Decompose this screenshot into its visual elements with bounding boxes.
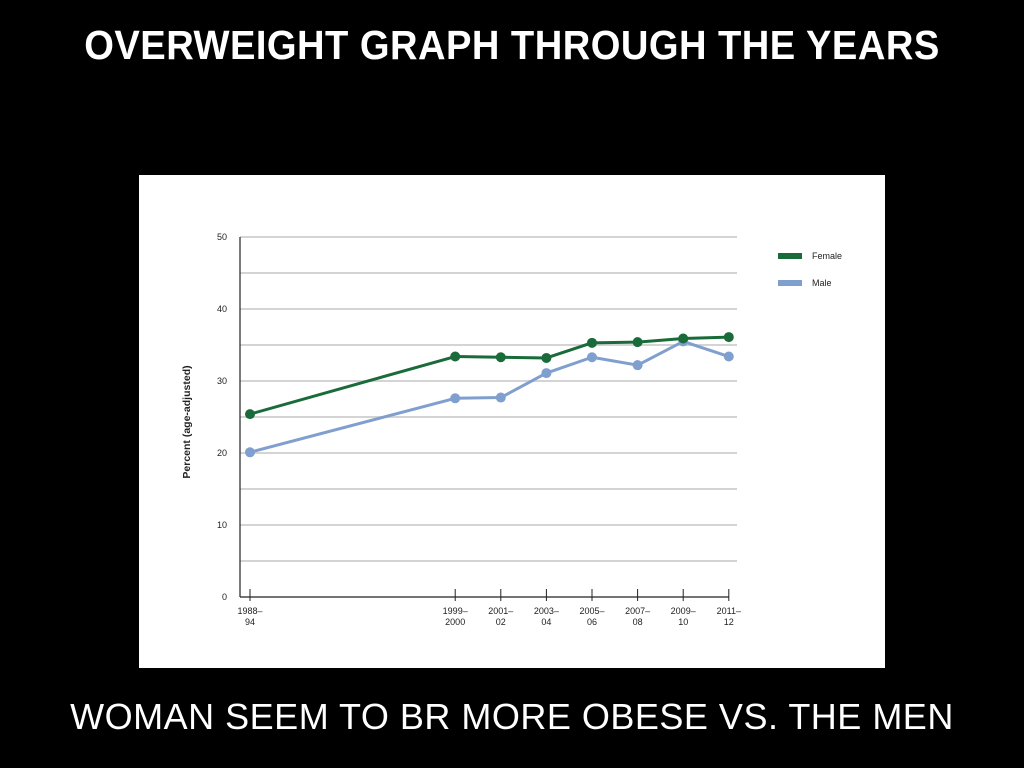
data-point-female — [723, 332, 734, 343]
data-point-female — [632, 337, 643, 348]
x-tick-label: 94 — [245, 617, 255, 627]
x-tick-label: 2005– — [579, 606, 604, 616]
y-tick-label: 0 — [222, 592, 227, 602]
legend-label-female: Female — [812, 251, 842, 261]
data-point-female — [450, 351, 461, 362]
x-tick-label: 2000 — [445, 617, 465, 627]
y-tick-label: 50 — [217, 232, 227, 242]
chart-panel: 0 10 20 30 40 50 1988– 94 1999– 2000 2001– 02 2003– 0… — [139, 175, 885, 668]
legend-label-male: Male — [812, 278, 832, 288]
y-tick-label: 40 — [217, 304, 227, 314]
data-point-female — [541, 352, 552, 363]
data-point-male — [723, 351, 734, 362]
data-point-male — [632, 360, 643, 371]
data-point-male — [495, 392, 506, 403]
data-point-female — [587, 337, 597, 348]
data-point-male — [450, 393, 461, 404]
x-tick-label: 2003– — [534, 606, 559, 616]
x-tick-label: 02 — [496, 617, 506, 627]
data-point-female — [495, 352, 506, 363]
y-tick-label: 20 — [217, 448, 227, 458]
data-point-male — [587, 352, 597, 363]
x-tick-label: 04 — [541, 617, 551, 627]
x-tick-label: 1988– — [237, 606, 262, 616]
y-tick-label: 10 — [217, 520, 227, 530]
x-tick-label: 10 — [678, 617, 688, 627]
x-tick-label: 2009– — [671, 606, 696, 616]
x-tick-label: 12 — [724, 617, 734, 627]
series-line-male — [249, 339, 730, 454]
x-tick-label: 2011– — [717, 606, 741, 616]
y-axis-label: Percent (age-adjusted) — [181, 365, 193, 478]
legend-swatch-female — [778, 253, 802, 259]
series-line-female — [249, 335, 729, 416]
slide-title: OVERWEIGHT GRAPH THROUGH THE YEARS — [84, 22, 940, 68]
y-tick-label: 30 — [217, 376, 227, 386]
x-tick-label: 1999– — [443, 606, 468, 616]
x-tick-label: 08 — [633, 617, 643, 627]
x-tick-label: 06 — [587, 617, 597, 627]
x-tick-label: 2007– — [625, 606, 650, 616]
data-point-male — [245, 447, 255, 458]
slide-caption: WOMAN SEEM TO BR MORE OBESE VS. THE MEN — [70, 696, 954, 737]
data-point-female — [678, 333, 689, 344]
data-point-female — [245, 409, 255, 420]
legend-swatch-male — [778, 280, 802, 286]
data-point-male — [541, 368, 552, 379]
x-tick-label: 2001– — [488, 606, 513, 616]
line-chart: 010203040501988–941999–20002001–022003–0… — [181, 232, 842, 627]
